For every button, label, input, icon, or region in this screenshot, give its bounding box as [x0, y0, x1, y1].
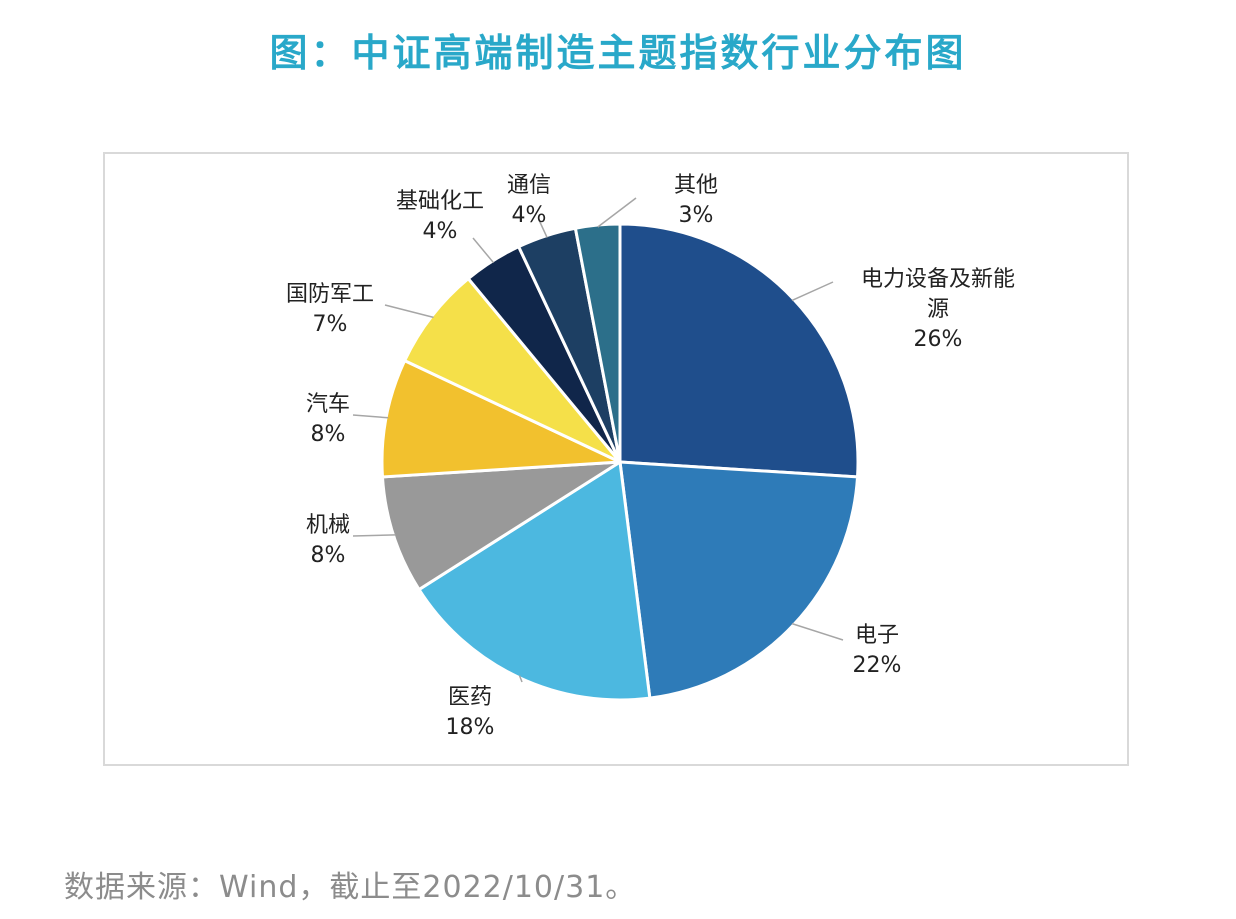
pie-slice [573, 222, 622, 463]
chart-title: 图：中证高端制造主题指数行业分布图 [269, 31, 967, 75]
leader-line [352, 414, 389, 419]
leader-line [597, 197, 637, 228]
leader-line [352, 534, 396, 537]
slice-category-label: 电力设备及新能 [861, 267, 1015, 292]
leader-line [518, 675, 523, 683]
leader-line [791, 281, 834, 302]
slice-category-label: 源 [927, 297, 949, 322]
pie-slice [402, 276, 622, 464]
pie-slice [618, 222, 860, 479]
slice-value-label: 4% [512, 203, 547, 228]
slice-value-label: 7% [313, 312, 348, 337]
source-note: 数据来源：Wind，截止至2022/10/31。 [64, 870, 637, 905]
slice-value-label: 4% [423, 219, 458, 244]
slice-value-label: 22% [853, 653, 902, 678]
pie-slice [416, 459, 652, 702]
slice-category-label: 汽车 [306, 392, 350, 417]
slice-category-label: 其他 [674, 173, 718, 198]
slice-value-label: 3% [679, 203, 714, 228]
slice-category-label: 国防军工 [286, 282, 374, 307]
slice-category-label: 医药 [448, 685, 492, 710]
chart-area: 电力设备及新能源 26% 电子 22% 医药 18% 机械 8% 汽车 8% 国防军工 7% 基础化工 4… [103, 152, 1129, 766]
pie-slice [618, 460, 860, 700]
slice-category-label: 基础化工 [396, 189, 484, 214]
slice-category-label: 电子 [855, 623, 899, 648]
slice-value-label: 8% [311, 422, 346, 447]
leader-line [538, 219, 548, 238]
slice-value-label: 8% [311, 543, 346, 568]
slice-value-label: 18% [446, 715, 495, 740]
slice-category-label: 机械 [306, 513, 350, 538]
slice-value-label: 26% [914, 327, 963, 352]
leader-line [384, 304, 434, 319]
slice-category-label: 通信 [507, 173, 551, 198]
leader-line [472, 237, 495, 264]
leader-line [791, 622, 844, 641]
